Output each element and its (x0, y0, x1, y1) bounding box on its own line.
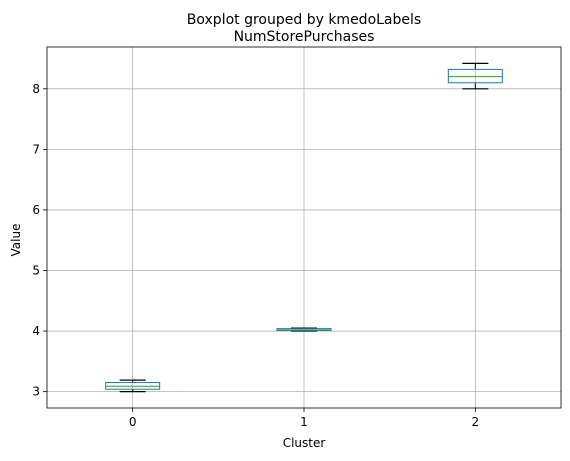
y-axis-label: Value (9, 224, 23, 257)
chart-suptitle: Boxplot grouped by kmedoLabels (187, 12, 421, 28)
chart-title: NumStorePurchases (234, 29, 375, 45)
y-tick-label-6: 6 (32, 203, 40, 217)
y-tick-label-4: 4 (32, 324, 40, 338)
box-group (105, 62, 503, 393)
x-tick-label-2: 2 (472, 415, 480, 429)
y-tick-label-3: 3 (32, 385, 40, 399)
x-axis-label: Cluster (283, 436, 326, 450)
y-tick-label-7: 7 (32, 142, 40, 156)
y-tick-label-8: 8 (32, 82, 40, 96)
box-2 (447, 68, 503, 84)
tick-labels: 0 1 2 3 4 5 6 7 8 (32, 82, 479, 429)
x-tick-label-1: 1 (300, 415, 308, 429)
x-tick-label-0: 0 (129, 415, 137, 429)
y-tick-label-5: 5 (32, 264, 40, 278)
grid-lines (47, 47, 561, 408)
